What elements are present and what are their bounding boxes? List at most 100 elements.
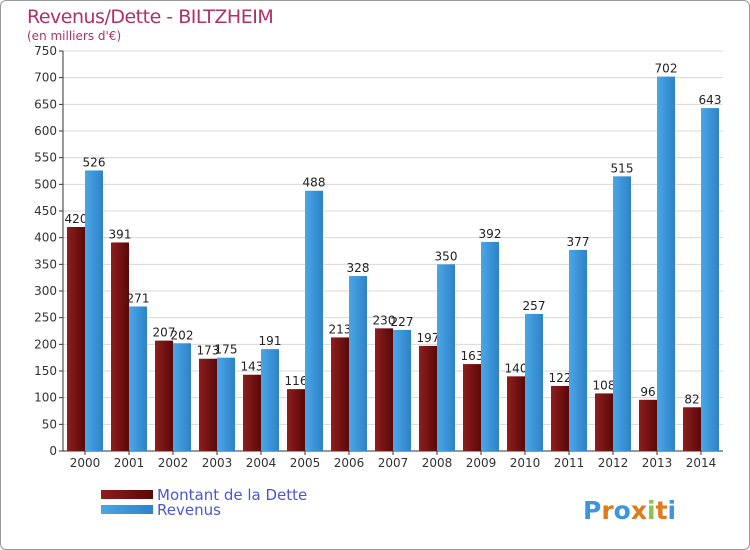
data-label-debt: 116 bbox=[285, 374, 308, 388]
data-label-revenus: 526 bbox=[83, 155, 106, 169]
x-tick-label: 2002 bbox=[158, 456, 189, 470]
bar-debt bbox=[199, 358, 217, 451]
bar-debt bbox=[683, 407, 701, 451]
y-tick-label: 150 bbox=[34, 364, 57, 378]
bar-debt bbox=[243, 374, 261, 451]
y-tick-label: 650 bbox=[34, 97, 57, 111]
data-label-revenus: 392 bbox=[479, 227, 502, 241]
bar-revenus bbox=[701, 108, 719, 452]
data-label-debt: 96 bbox=[640, 385, 655, 399]
data-label-revenus: 350 bbox=[435, 249, 458, 263]
x-tick-label: 2008 bbox=[422, 456, 453, 470]
data-label-revenus: 377 bbox=[567, 235, 590, 249]
data-label-debt: 140 bbox=[505, 361, 528, 375]
x-tick-label: 2010 bbox=[510, 456, 541, 470]
data-label-revenus: 702 bbox=[655, 62, 678, 76]
x-tick-label: 2012 bbox=[598, 456, 629, 470]
bar-revenus bbox=[657, 76, 675, 451]
data-label-debt: 391 bbox=[109, 227, 132, 241]
logo-letter: t bbox=[656, 496, 668, 525]
data-label-revenus: 643 bbox=[699, 93, 722, 107]
logo-letter: o bbox=[614, 496, 631, 525]
bar-revenus bbox=[481, 241, 499, 451]
legend-label: Revenus bbox=[157, 501, 221, 519]
bar-revenus bbox=[305, 190, 323, 451]
x-tick-label: 2007 bbox=[378, 456, 409, 470]
bar-revenus bbox=[173, 343, 191, 451]
bar-debt bbox=[639, 399, 657, 451]
bar-debt bbox=[67, 227, 85, 451]
y-tick-label: 100 bbox=[34, 391, 57, 405]
x-tick-label: 2000 bbox=[70, 456, 101, 470]
bar-revenus bbox=[525, 313, 543, 451]
y-tick-label: 750 bbox=[34, 44, 57, 58]
x-tick-label: 2004 bbox=[246, 456, 277, 470]
x-tick-label: 2003 bbox=[202, 456, 233, 470]
bar-revenus bbox=[393, 329, 411, 451]
data-label-debt: 420 bbox=[65, 212, 88, 226]
chart-subtitle: (en milliers d'€) bbox=[27, 29, 122, 43]
y-tick-label: 50 bbox=[42, 417, 57, 431]
bar-debt bbox=[595, 393, 613, 451]
data-label-revenus: 257 bbox=[523, 299, 546, 313]
x-tick-label: 2001 bbox=[114, 456, 145, 470]
legend-swatch bbox=[101, 505, 153, 514]
data-label-debt: 197 bbox=[417, 331, 440, 345]
bar-revenus bbox=[349, 276, 367, 451]
bar-debt bbox=[463, 364, 481, 451]
logo-letter: i bbox=[647, 496, 656, 525]
legend-swatch bbox=[101, 490, 153, 499]
y-tick-label: 400 bbox=[34, 231, 57, 245]
data-label-revenus: 202 bbox=[171, 328, 194, 342]
y-tick-label: 350 bbox=[34, 257, 57, 271]
x-tick-label: 2011 bbox=[554, 456, 585, 470]
x-tick-label: 2014 bbox=[686, 456, 717, 470]
bar-revenus bbox=[613, 176, 631, 452]
data-label-revenus: 227 bbox=[391, 315, 414, 329]
y-tick-label: 200 bbox=[34, 337, 57, 351]
x-tick-label: 2009 bbox=[466, 456, 497, 470]
data-label-debt: 143 bbox=[241, 360, 264, 374]
x-tick-label: 2013 bbox=[642, 456, 673, 470]
bar-debt bbox=[155, 340, 173, 451]
bar-debt bbox=[375, 328, 393, 451]
data-label-revenus: 175 bbox=[215, 343, 238, 357]
y-tick-label: 500 bbox=[34, 177, 57, 191]
bar-debt bbox=[287, 389, 305, 451]
y-tick-label: 300 bbox=[34, 284, 57, 298]
data-label-revenus: 328 bbox=[347, 261, 370, 275]
data-label-debt: 108 bbox=[593, 378, 616, 392]
bar-revenus bbox=[129, 306, 147, 451]
x-tick-label: 2005 bbox=[290, 456, 321, 470]
y-tick-label: 600 bbox=[34, 124, 57, 138]
data-label-revenus: 271 bbox=[127, 291, 150, 305]
data-label-debt: 213 bbox=[329, 322, 352, 336]
legend-label: Montant de la Dette bbox=[157, 486, 307, 504]
x-tick-label: 2006 bbox=[334, 456, 365, 470]
bar-revenus bbox=[569, 249, 587, 451]
logo-letter: r bbox=[601, 496, 614, 525]
data-label-revenus: 515 bbox=[611, 161, 634, 175]
y-tick-label: 450 bbox=[34, 204, 57, 218]
data-label-debt: 163 bbox=[461, 349, 484, 363]
bar-revenus bbox=[217, 357, 235, 451]
data-label-debt: 122 bbox=[549, 371, 572, 385]
y-tick-label: 0 bbox=[49, 444, 57, 458]
data-label-debt: 82 bbox=[684, 392, 699, 406]
bar-debt bbox=[507, 376, 525, 451]
logo-letter: P bbox=[583, 496, 601, 525]
y-tick-label: 250 bbox=[34, 311, 57, 325]
bar-debt bbox=[551, 385, 569, 451]
chart-title: Revenus/Dette - BILTZHEIM bbox=[27, 6, 274, 28]
bar-revenus bbox=[261, 349, 279, 451]
data-label-revenus: 191 bbox=[259, 334, 282, 348]
y-tick-label: 700 bbox=[34, 71, 57, 85]
bar-debt bbox=[331, 337, 349, 451]
bar-revenus bbox=[437, 264, 455, 451]
bar-debt bbox=[111, 242, 129, 451]
data-label-revenus: 488 bbox=[303, 176, 326, 190]
data-label-debt: 207 bbox=[153, 326, 176, 340]
logo-letter: x bbox=[631, 496, 647, 525]
